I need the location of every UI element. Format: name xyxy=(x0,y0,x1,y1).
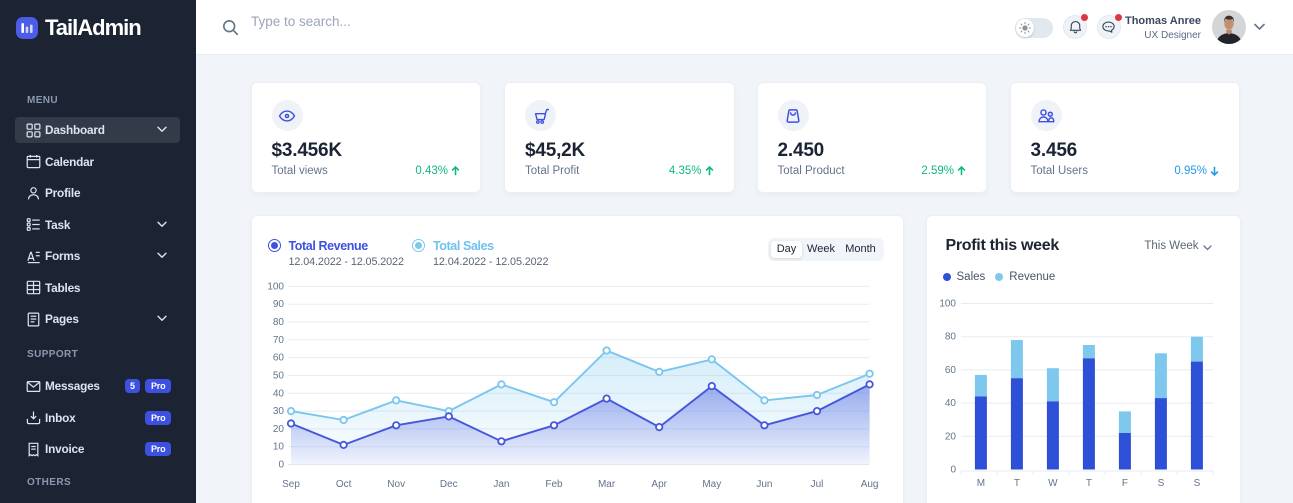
svg-text:60: 60 xyxy=(272,352,284,363)
svg-text:10: 10 xyxy=(272,441,284,452)
svg-text:80: 80 xyxy=(944,331,956,342)
svg-text:M: M xyxy=(976,478,984,489)
svg-text:40: 40 xyxy=(272,388,284,399)
svg-text:50: 50 xyxy=(272,370,284,381)
svg-text:Sep: Sep xyxy=(282,479,300,490)
svg-text:Jul: Jul xyxy=(810,479,823,490)
svg-text:30: 30 xyxy=(272,406,284,417)
svg-text:S: S xyxy=(1157,478,1164,489)
svg-text:0: 0 xyxy=(950,464,956,475)
svg-text:70: 70 xyxy=(272,334,284,345)
svg-text:Aug: Aug xyxy=(860,479,878,490)
svg-text:S: S xyxy=(1193,478,1200,489)
svg-text:Nov: Nov xyxy=(387,479,405,490)
svg-text:Oct: Oct xyxy=(335,479,351,490)
svg-text:Jun: Jun xyxy=(756,479,772,490)
svg-text:Jan: Jan xyxy=(493,479,509,490)
svg-text:90: 90 xyxy=(272,299,284,310)
svg-text:100: 100 xyxy=(939,298,956,309)
svg-text:Mar: Mar xyxy=(597,479,615,490)
svg-text:W: W xyxy=(1048,478,1058,489)
svg-text:Feb: Feb xyxy=(545,479,563,490)
svg-text:80: 80 xyxy=(272,317,284,328)
svg-text:0: 0 xyxy=(278,459,284,470)
svg-text:100: 100 xyxy=(267,281,284,292)
svg-text:40: 40 xyxy=(944,398,956,409)
svg-text:Apr: Apr xyxy=(651,479,667,490)
svg-text:60: 60 xyxy=(944,364,956,375)
svg-text:T: T xyxy=(1085,478,1091,489)
svg-text:May: May xyxy=(702,479,721,490)
svg-text:T: T xyxy=(1013,478,1019,489)
svg-text:Dec: Dec xyxy=(439,479,457,490)
svg-text:F: F xyxy=(1121,478,1127,489)
svg-text:20: 20 xyxy=(272,423,284,434)
svg-text:20: 20 xyxy=(944,431,956,442)
